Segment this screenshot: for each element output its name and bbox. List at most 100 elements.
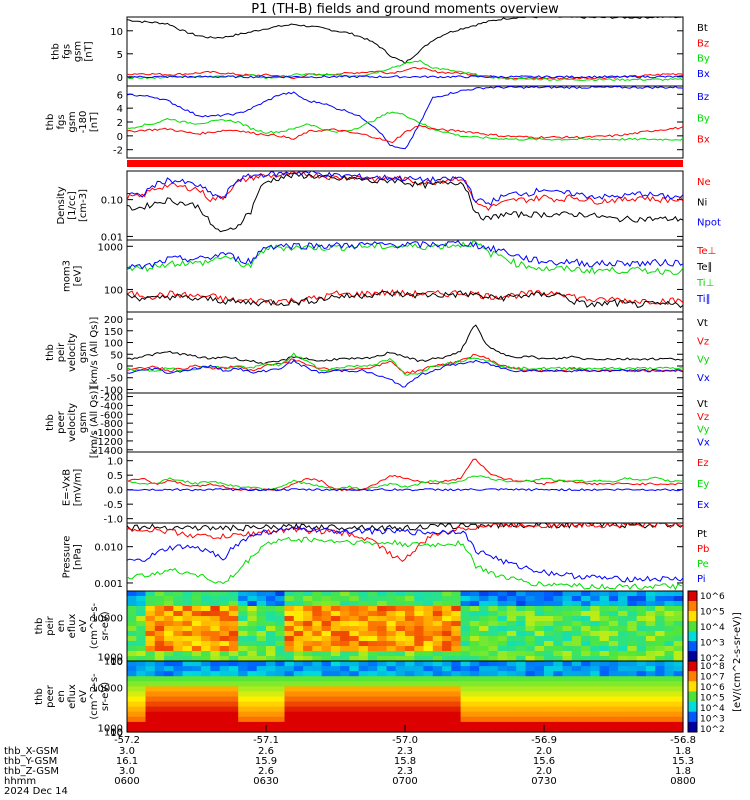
heatmap-cell bbox=[525, 611, 536, 617]
heatmap-cell bbox=[164, 676, 174, 682]
heatmap-cell bbox=[127, 621, 137, 627]
heatmap-cell bbox=[581, 601, 591, 607]
heatmap-cell bbox=[395, 681, 406, 687]
heatmap-cell bbox=[645, 676, 656, 682]
heatmap-cell bbox=[581, 686, 591, 693]
heatmap-cell bbox=[275, 661, 286, 667]
heatmap-cell bbox=[581, 631, 591, 637]
heatmap-cell bbox=[340, 596, 350, 602]
heatmap-cell bbox=[340, 681, 350, 687]
heatmap-cell bbox=[664, 606, 675, 612]
heatmap-cell bbox=[618, 721, 628, 728]
heatmap-cell bbox=[312, 681, 323, 687]
heatmap-cell bbox=[154, 611, 165, 617]
heatmap-cell bbox=[571, 611, 582, 617]
heatmap-cell bbox=[386, 651, 397, 657]
x-row-value: 2.3 bbox=[397, 766, 413, 777]
heatmap-cell bbox=[330, 601, 341, 607]
heatmap-cell bbox=[451, 666, 462, 672]
heatmap-cell bbox=[544, 671, 554, 677]
y-tick-label: 0.001 bbox=[94, 579, 123, 590]
legend-Ni: Ni bbox=[697, 197, 707, 208]
heatmap-cell bbox=[293, 636, 304, 642]
heatmap-cell bbox=[451, 686, 462, 693]
heatmap-cell bbox=[599, 681, 610, 687]
heatmap-cell bbox=[238, 631, 249, 637]
heatmap-cell bbox=[210, 631, 221, 637]
heatmap-cell bbox=[627, 626, 638, 632]
heatmap-cell bbox=[358, 706, 369, 713]
heatmap-cell bbox=[664, 621, 675, 627]
heatmap-cell bbox=[608, 596, 619, 602]
heatmap-cell bbox=[581, 711, 591, 718]
heatmap-cell bbox=[618, 606, 628, 612]
heatmap-cell bbox=[553, 636, 564, 642]
heatmap-cell bbox=[451, 611, 462, 617]
heatmap-cell bbox=[201, 636, 211, 642]
heatmap-cell bbox=[636, 621, 647, 627]
heatmap-cell bbox=[284, 621, 295, 627]
heatmap-cell bbox=[525, 626, 536, 632]
heatmap-cell bbox=[479, 681, 489, 687]
heatmap-cell bbox=[284, 681, 295, 687]
heatmap-cell bbox=[219, 616, 230, 622]
heatmap-cell bbox=[423, 611, 434, 617]
heatmap-cell bbox=[525, 621, 536, 627]
heatmap-cell bbox=[256, 671, 267, 677]
heatmap-cell bbox=[164, 706, 174, 713]
heatmap-cell bbox=[219, 701, 230, 708]
heatmap-cell bbox=[544, 606, 554, 612]
heatmap-cell bbox=[210, 701, 221, 708]
heatmap-cell bbox=[256, 721, 267, 728]
heatmap-cell bbox=[275, 656, 286, 662]
heatmap-cell bbox=[544, 641, 554, 647]
heatmap-cell bbox=[432, 661, 443, 667]
heatmap-cell bbox=[627, 711, 638, 718]
heatmap-cell bbox=[164, 711, 174, 718]
heatmap-cell bbox=[618, 676, 628, 682]
heatmap-cell bbox=[664, 691, 675, 698]
heatmap-cell bbox=[627, 631, 638, 637]
heatmap-cell bbox=[414, 641, 425, 647]
heatmap-cell bbox=[219, 621, 230, 627]
heatmap-cell bbox=[488, 721, 499, 728]
heatmap-cell bbox=[432, 656, 443, 662]
legend-Pe: Pe bbox=[697, 559, 709, 570]
heatmap-cell bbox=[497, 601, 508, 607]
heatmap-cell bbox=[442, 721, 452, 728]
heatmap-cell bbox=[581, 671, 591, 677]
heatmap-cell bbox=[256, 656, 267, 662]
legend-Vz: Vz bbox=[697, 412, 709, 423]
heatmap-cell bbox=[238, 686, 249, 693]
heatmap-cell bbox=[367, 651, 378, 657]
heatmap-cell bbox=[312, 641, 323, 647]
heatmap-cell bbox=[349, 606, 360, 612]
heatmap-cell bbox=[173, 631, 184, 637]
heatmap-cells bbox=[127, 591, 684, 662]
heatmap-cell bbox=[516, 701, 527, 708]
heatmap-cell bbox=[284, 686, 295, 693]
heatmap-cell bbox=[488, 606, 499, 612]
heatmap-cell bbox=[451, 656, 462, 662]
panel-frame bbox=[126, 311, 684, 394]
heatmap-cell bbox=[210, 616, 221, 622]
heatmap-cell bbox=[655, 706, 666, 713]
heatmap-cell bbox=[303, 621, 313, 627]
colorbar-9: 10^810^710^610^510^410^310^2 bbox=[687, 660, 725, 735]
heatmap-cell bbox=[127, 666, 137, 672]
heatmap-cell bbox=[414, 656, 425, 662]
heatmap-cell bbox=[219, 651, 230, 657]
heatmap-cell bbox=[553, 681, 564, 687]
heatmap-cell bbox=[432, 696, 443, 703]
heatmap-cell bbox=[581, 596, 591, 602]
heatmap-cell bbox=[386, 721, 397, 728]
heatmap-cell bbox=[127, 606, 137, 612]
heatmap-cell bbox=[284, 631, 295, 637]
heatmap-cell bbox=[330, 716, 341, 723]
heatmap-cell bbox=[367, 721, 378, 728]
heatmap-cell bbox=[303, 706, 313, 713]
panel-5: thb peer velocity gsm [km/s (All Qs)] -200-40… bbox=[45, 387, 710, 459]
y-tick-label: 0.10 bbox=[101, 196, 123, 207]
heatmap-cell bbox=[173, 601, 184, 607]
